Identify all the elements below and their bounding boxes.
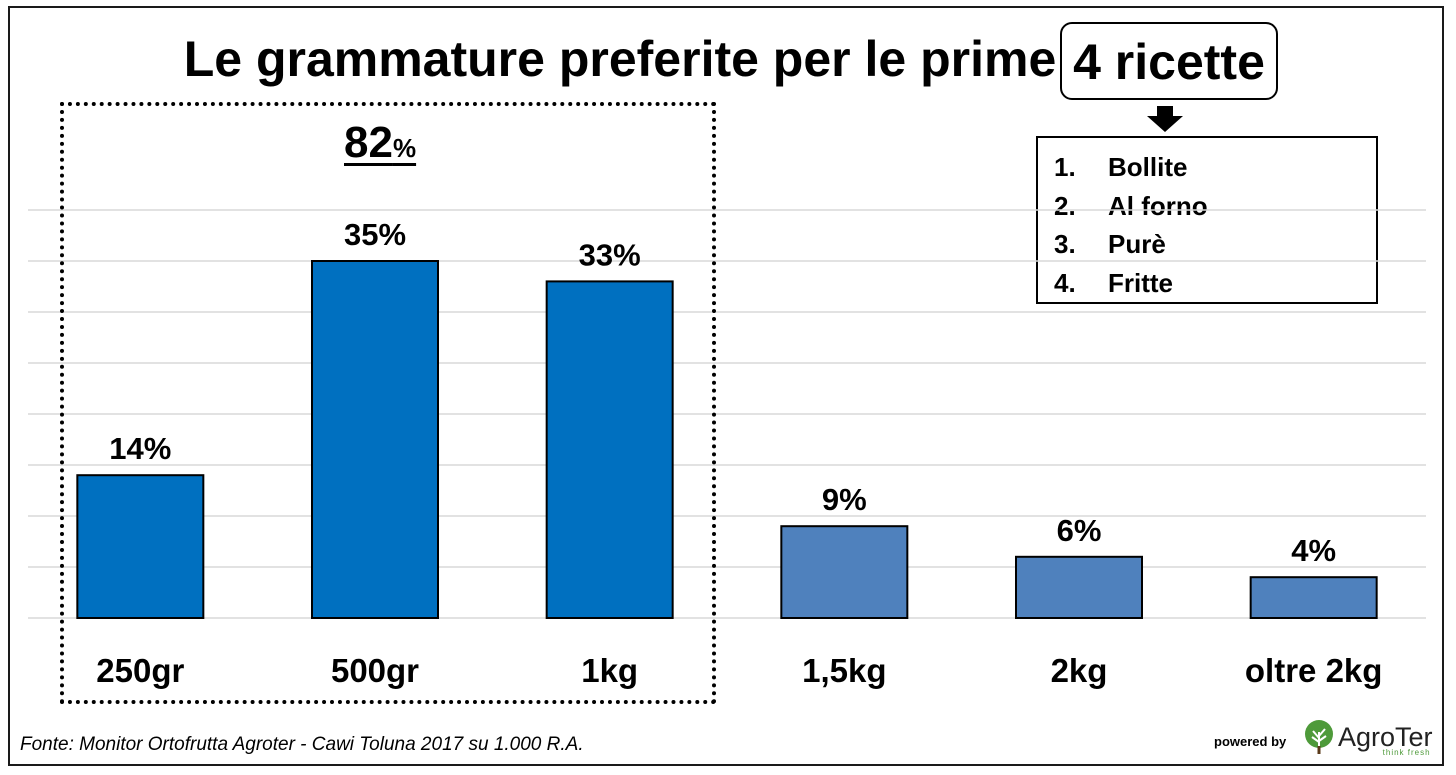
tick-label: 500gr [331,652,419,689]
highlight-group-box [60,102,716,704]
recipe-number: 3. [1054,229,1076,259]
chart-frame [8,6,1444,766]
chart-title: Le grammature preferite per le prime [0,30,1240,88]
bar [1249,576,1378,620]
recipe-label: Bollite [1108,152,1188,182]
group-total-label: 82% [344,118,416,168]
group-total-value: 82 [344,118,393,167]
recipe-label: Al forno [1108,190,1208,221]
data-label: 4% [1291,533,1336,568]
recipe-list: 1. Bollite 2. Al forno 3. Purè 4. Fritte [1036,136,1378,304]
data-label: 14% [109,431,171,466]
recipe-number: 2. [1054,190,1076,221]
tick-label: 250gr [96,652,184,689]
bar [780,525,909,620]
list-item: 2. Al forno [1038,187,1376,226]
data-label: 35% [344,217,406,252]
recipe-number: 1. [1054,152,1076,182]
data-label: 6% [1057,513,1102,548]
title-recipe-count-box: 4 ricette [1060,22,1278,100]
group-total-unit: % [392,133,417,163]
list-item: 1. Bollite [1038,148,1376,187]
list-item: 3. Purè [1038,225,1376,264]
down-arrow-icon [1147,106,1183,132]
recipe-number: 4. [1054,267,1076,298]
bar [1015,555,1143,619]
tick-label: 1kg [581,652,638,689]
bar [545,280,674,619]
tick-label: oltre 2kg [1245,652,1383,689]
title-prefix: Le grammature preferite per le prime [183,31,1057,87]
bar [311,260,439,619]
powered-by-label: powered by [1214,734,1287,749]
tick-label: 1,5kg [802,652,886,689]
list-item: 4. Fritte [1038,264,1376,303]
source-note: Fonte: Monitor Ortofrutta Agroter - Cawi… [20,734,584,755]
agroter-logo: AgroTer think fresh [1304,720,1433,757]
data-label: 33% [579,237,641,272]
logo-tagline: think fresh [1382,748,1431,757]
recipe-label: Purè [1108,229,1166,259]
bar [76,474,205,620]
logo-brand: AgroTer [1338,722,1433,752]
tick-label: 2kg [1051,652,1108,689]
recipe-label: Fritte [1108,267,1173,298]
tree-logo-icon [1305,720,1333,754]
data-label: 9% [822,482,867,517]
